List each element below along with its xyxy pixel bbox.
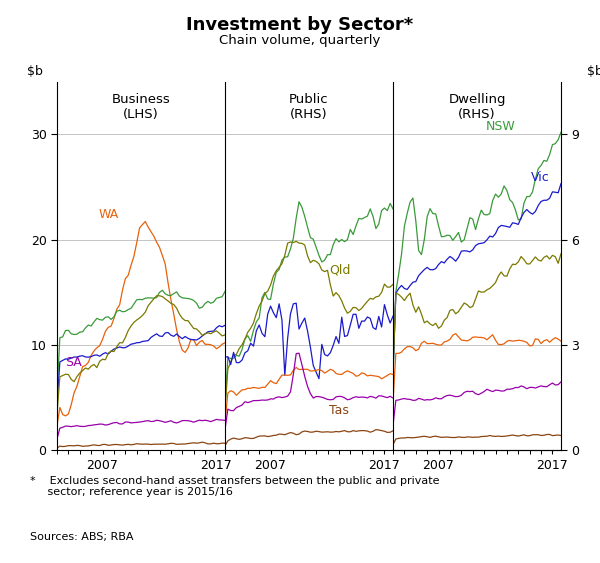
Text: Vic: Vic <box>531 171 550 184</box>
Text: NSW: NSW <box>485 119 515 132</box>
Text: $b: $b <box>587 65 600 78</box>
Text: Tas: Tas <box>329 404 349 417</box>
Text: Qld: Qld <box>329 263 350 276</box>
Text: Dwelling
(RHS): Dwelling (RHS) <box>448 93 506 120</box>
Text: WA: WA <box>99 208 119 221</box>
Text: SA: SA <box>65 356 82 369</box>
Text: Chain volume, quarterly: Chain volume, quarterly <box>220 34 380 47</box>
Text: Investment by Sector*: Investment by Sector* <box>187 16 413 34</box>
Text: Public
(RHS): Public (RHS) <box>289 93 329 120</box>
Text: Sources: ABS; RBA: Sources: ABS; RBA <box>30 532 133 542</box>
Text: $b: $b <box>27 65 43 78</box>
Text: Business
(LHS): Business (LHS) <box>112 93 170 120</box>
Text: *    Excludes second-hand asset transfers between the public and private
     se: * Excludes second-hand asset transfers b… <box>30 476 439 497</box>
